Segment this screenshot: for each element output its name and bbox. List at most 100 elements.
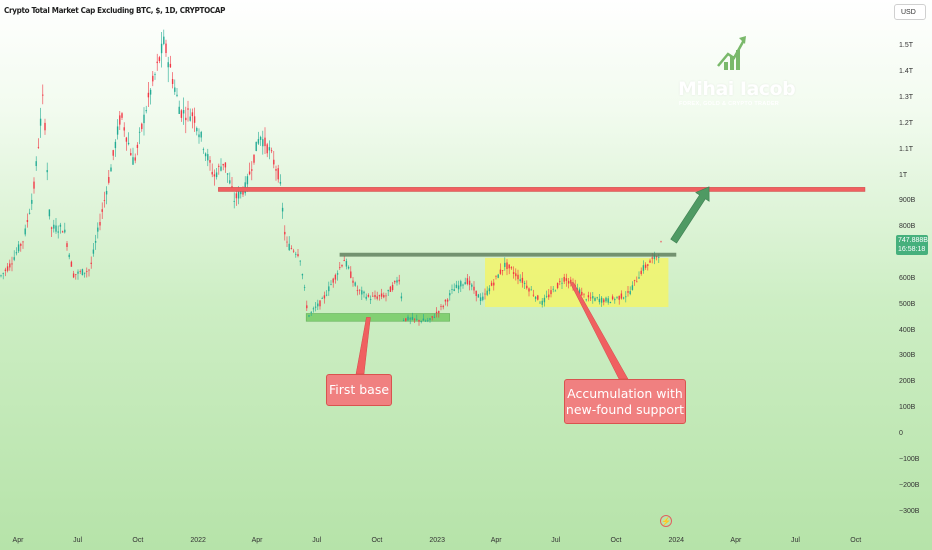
x-tick-label: Apr <box>490 537 502 544</box>
candle <box>504 257 506 271</box>
candle <box>464 277 466 285</box>
y-tick-label: 1.3T <box>899 93 914 101</box>
candle <box>374 290 376 300</box>
candle <box>413 318 416 324</box>
currency-button[interactable]: USD <box>894 4 926 20</box>
candle <box>405 318 407 322</box>
candle <box>407 314 409 322</box>
candle <box>185 106 187 134</box>
candle <box>336 270 339 281</box>
candle <box>618 295 620 305</box>
candle <box>589 292 592 302</box>
candle <box>369 295 372 305</box>
candle <box>288 236 290 251</box>
candle <box>495 275 497 280</box>
candle <box>627 285 629 297</box>
x-tick-label: 2023 <box>429 537 445 544</box>
candle <box>180 109 183 122</box>
candle <box>141 122 143 132</box>
candle <box>101 202 103 219</box>
candle <box>361 286 363 301</box>
candle <box>270 147 273 154</box>
candle <box>176 88 178 98</box>
candle <box>583 293 585 298</box>
candle <box>420 320 422 324</box>
chart-title: Crypto Total Market Cap Excluding BTC, $… <box>4 6 226 15</box>
first-base-label: First base <box>326 374 392 406</box>
candle <box>561 277 563 289</box>
candle <box>444 299 447 306</box>
x-tick-label: 2022 <box>190 537 206 544</box>
first-base-support-box <box>305 313 450 322</box>
candle <box>435 307 438 318</box>
candle <box>398 274 400 285</box>
candle <box>22 240 24 249</box>
candle <box>347 265 350 270</box>
candle <box>55 217 57 234</box>
candle <box>453 283 455 292</box>
candle <box>149 87 152 105</box>
candle <box>605 296 607 303</box>
candle <box>160 32 163 68</box>
candle <box>449 289 451 301</box>
candle <box>330 280 332 286</box>
candle <box>640 267 642 276</box>
candle <box>460 279 462 292</box>
candle <box>552 286 554 293</box>
candle <box>638 271 640 279</box>
candle <box>165 39 167 57</box>
y-tick-label: 900B <box>899 197 916 205</box>
candle <box>391 282 394 292</box>
candle <box>488 285 491 295</box>
x-tick-label: Apr <box>251 537 263 544</box>
candle <box>501 270 504 276</box>
candle <box>75 274 77 280</box>
candle <box>462 283 464 289</box>
candle <box>251 161 253 181</box>
candle <box>521 272 524 288</box>
candle <box>607 295 609 305</box>
candle <box>174 79 176 95</box>
candle <box>42 84 44 105</box>
candle <box>264 127 266 154</box>
candle <box>196 126 198 136</box>
y-tick-label: 200B <box>899 378 916 386</box>
candle <box>312 306 315 313</box>
candle <box>438 310 440 318</box>
candle <box>334 273 337 284</box>
candle <box>477 293 480 298</box>
candle <box>33 177 35 194</box>
accumulation-line-2: new-found support <box>565 401 685 417</box>
candle <box>182 97 185 125</box>
candle <box>99 213 101 231</box>
range-top-bar <box>339 252 677 257</box>
candle <box>530 286 532 291</box>
candle <box>341 264 343 268</box>
candle <box>592 291 594 304</box>
candle <box>248 162 251 176</box>
candle <box>108 169 110 185</box>
lightning-icon[interactable]: ⚡ <box>660 515 672 527</box>
candle <box>308 314 310 318</box>
candle <box>490 280 493 287</box>
candle <box>493 279 495 291</box>
logo-chart-icon <box>717 36 746 70</box>
candle <box>570 276 572 287</box>
candle <box>189 108 191 122</box>
candle <box>442 304 444 310</box>
candle <box>400 292 403 302</box>
y-tick-label: 0 <box>899 430 903 437</box>
candle <box>202 147 205 154</box>
candle <box>92 243 95 257</box>
candle <box>114 139 117 157</box>
candle <box>603 298 605 306</box>
candle <box>376 291 378 301</box>
candle <box>303 284 306 291</box>
candle <box>350 266 352 279</box>
y-tick-label: 1.4T <box>899 68 914 76</box>
candle <box>233 192 235 209</box>
candle <box>4 267 7 277</box>
candle <box>68 253 70 260</box>
candle <box>218 163 220 175</box>
